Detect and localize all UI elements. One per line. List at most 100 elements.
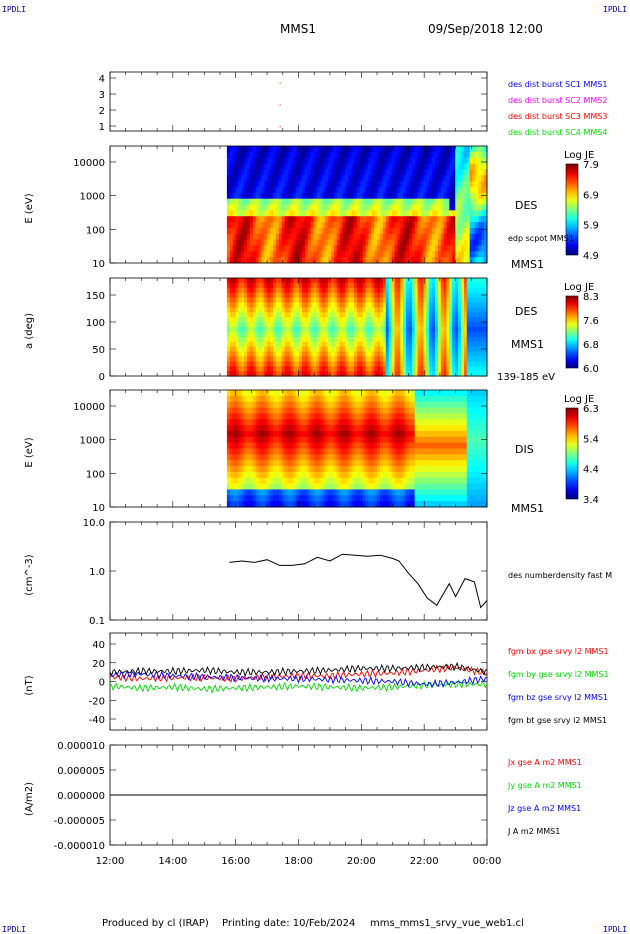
spectrogram-cell [452, 346, 456, 353]
spectrogram-cell [391, 401, 396, 409]
spectrogram-cell [351, 312, 355, 318]
spectrogram-cell [423, 257, 427, 264]
spectrogram-cell [302, 351, 306, 357]
spectrogram-cell [351, 157, 355, 165]
spectrogram-cell [354, 489, 358, 496]
spectrogram-cell [382, 327, 387, 333]
spectrogram-cell [333, 287, 338, 294]
spectrogram-cell [423, 239, 427, 246]
spectrogram-cell [232, 483, 237, 490]
spectrogram-cell [348, 401, 352, 409]
spectrogram-cell [267, 366, 271, 372]
spectrogram-cell [296, 361, 300, 367]
spectrogram-cell [232, 341, 237, 348]
spectrogram-cell [484, 292, 488, 299]
spectrogram-cell [287, 407, 292, 414]
spectrogram-cell [229, 282, 234, 289]
spectrogram-cell [429, 257, 433, 264]
spectrogram-cell [443, 297, 448, 304]
spectrogram-cell [440, 151, 445, 159]
spectrogram-cell [252, 227, 257, 235]
spectrogram-cell [475, 216, 479, 223]
spectrogram-cell [371, 425, 375, 432]
spectrogram-cell [342, 483, 346, 490]
spectrogram-cell [484, 181, 488, 188]
spectrogram-cell [359, 336, 364, 343]
spectrogram-cell [284, 307, 289, 313]
spectrogram-cell [304, 278, 309, 284]
spectrogram-cell [264, 407, 268, 414]
spectrogram-cell [458, 163, 462, 170]
spectrogram-cell [278, 401, 283, 409]
spectrogram-cell [429, 169, 433, 176]
spectrogram-cell [252, 477, 257, 485]
spectrogram-cell [313, 346, 318, 353]
spectrogram-cell [258, 210, 263, 217]
spectrogram-cell [307, 278, 312, 284]
spectrogram-cell [371, 222, 375, 229]
spectrogram-cell [397, 361, 401, 367]
spectrogram-cell [339, 346, 344, 353]
spectrogram-cell [362, 222, 367, 229]
spectrogram-cell [247, 471, 251, 479]
spectrogram-cell [423, 366, 427, 372]
spectrogram-cell [397, 312, 401, 318]
side-label-instrument: DES [515, 199, 537, 212]
spectrogram-cell [299, 186, 303, 194]
spectrogram-cell [400, 216, 404, 223]
spectrogram-cell [481, 210, 485, 217]
spectrogram-cell [232, 448, 237, 455]
spectrogram-cell [267, 163, 271, 170]
spectrogram-cell [466, 371, 471, 377]
spectrogram-cell [345, 151, 349, 159]
spectrogram-cell [385, 312, 390, 318]
spectrogram-cell [423, 282, 427, 289]
spectrogram-cell [232, 390, 237, 397]
spectrogram-cell [281, 501, 286, 508]
spectrogram-cell [273, 448, 277, 455]
spectrogram-cell [330, 460, 335, 467]
spectrogram-cell [247, 366, 251, 372]
spectrogram-cell [423, 146, 427, 153]
spectrogram-cell [385, 317, 390, 323]
spectrogram-cell [446, 198, 450, 206]
spectrogram-cell [475, 198, 479, 206]
spectrogram-cell [426, 157, 430, 165]
spectrogram-cell [316, 436, 320, 444]
spectrogram-cell [310, 192, 315, 200]
spectrogram-cell [449, 287, 453, 294]
spectrogram-cell [440, 239, 445, 246]
spectrogram-cell [417, 251, 422, 258]
spectrogram-cell [481, 327, 485, 333]
spectrogram-cell [310, 251, 315, 258]
spectrogram-cell [255, 454, 260, 461]
spectrogram-cell [250, 146, 254, 153]
spectrogram-cell [406, 251, 410, 258]
spectrogram-cell [296, 146, 300, 153]
spectrogram-cell [385, 430, 390, 438]
spectrogram-cell [348, 157, 352, 165]
spectrogram-cell [356, 407, 361, 414]
spectrogram-cell [302, 331, 306, 338]
spectrogram-cell [452, 278, 456, 284]
spectrogram-cell [409, 239, 413, 246]
spectrogram-cell [368, 419, 372, 426]
spectrogram-cell [287, 327, 292, 333]
spectrogram-cell [409, 233, 413, 241]
spectrogram-cell [411, 157, 416, 165]
spectrogram-cell [437, 186, 442, 194]
spectrogram-cell [307, 163, 312, 170]
spectrogram-cell [264, 483, 268, 490]
spectrogram-cell [377, 351, 381, 357]
spectrogram-cell [458, 327, 462, 333]
spectrogram-cell [388, 186, 393, 194]
spectrogram-cell [400, 245, 404, 252]
spectrogram-cell [475, 312, 479, 318]
spectrogram-cell [319, 401, 323, 409]
spectrogram-cell [307, 436, 312, 444]
spectrogram-cell [333, 222, 338, 229]
spectrogram-cell [414, 278, 419, 284]
spectrogram-cell [229, 210, 234, 217]
spectrogram-cell [437, 175, 442, 182]
spectrogram-cell [319, 366, 323, 372]
